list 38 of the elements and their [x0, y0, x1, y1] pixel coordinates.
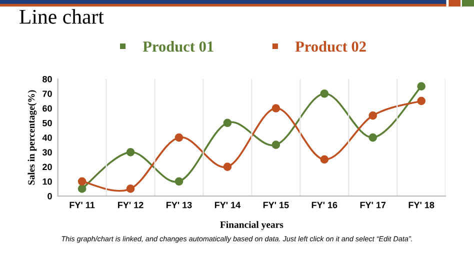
point: [417, 96, 426, 106]
legend-label: Product 02: [295, 41, 366, 52]
y-axis-title: Sales in percentage(%): [28, 90, 37, 185]
point: [417, 82, 426, 90]
point: [174, 177, 184, 186]
y-tick-label: 60: [42, 105, 52, 112]
point: [126, 184, 135, 193]
x-tick-label: FY' 12: [118, 202, 144, 208]
point: [320, 89, 329, 98]
y-tick-label: 40: [42, 134, 52, 141]
x-tick-label: FY' 16: [312, 202, 338, 208]
point: [78, 177, 86, 186]
y-tick-label: 0: [48, 193, 52, 200]
point: [223, 162, 232, 171]
x-tick-label: FY' 11: [70, 202, 95, 208]
y-tick-label: 10: [42, 178, 52, 185]
point: [368, 111, 378, 120]
chart-title: Line chart: [20, 9, 104, 24]
x-tick-label: FY' 15: [263, 202, 289, 208]
point: [272, 140, 280, 150]
point: [320, 155, 329, 164]
x-axis-title: Financial years: [220, 221, 284, 230]
point: [272, 104, 280, 112]
point: [223, 118, 232, 128]
point: [126, 148, 135, 156]
x-tick-label: FY' 14: [214, 202, 241, 208]
point: [78, 184, 86, 193]
y-tick-label: 30: [42, 149, 52, 156]
y-tick-label: 50: [42, 120, 52, 126]
x-tick-label: FY' 18: [408, 202, 434, 208]
y-tick-label: 20: [42, 164, 52, 170]
x-tick-label: FY' 17: [360, 202, 386, 208]
x-tick-label: FY' 13: [166, 202, 192, 208]
y-tick-label: 70: [42, 90, 52, 97]
point: [174, 133, 184, 142]
point: [368, 133, 378, 142]
y-tick-label: 80: [42, 76, 52, 82]
legend-label: Product 01: [142, 41, 214, 52]
